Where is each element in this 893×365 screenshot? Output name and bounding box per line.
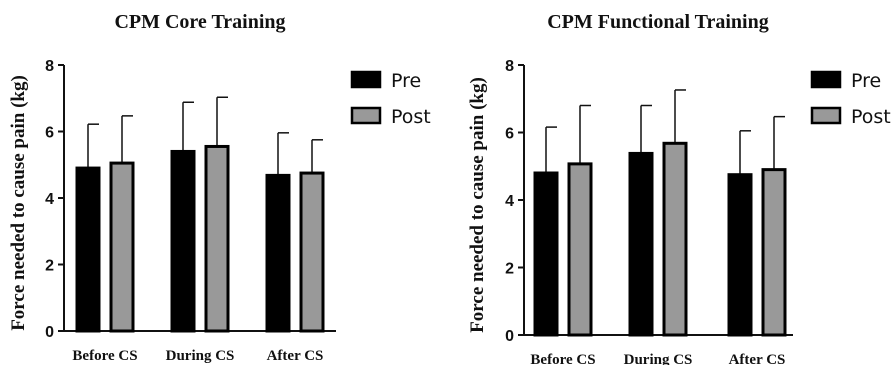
y-tick-label: 8 xyxy=(45,58,54,75)
bar-pre-1 xyxy=(75,166,101,333)
chart-panel-2: CPM Functional Training Force needed to c… xyxy=(467,11,891,365)
y-tick-label: 0 xyxy=(45,324,54,341)
y-tick-label: 4 xyxy=(505,193,514,210)
legend-swatch-post xyxy=(350,106,382,125)
bar-post-3 xyxy=(761,168,787,337)
legend: Pre Post xyxy=(350,70,431,128)
y-axis-label: Force needed to cause pain (kg) xyxy=(8,75,29,331)
category-label: During CS xyxy=(624,352,693,365)
bar-pre-1 xyxy=(533,171,559,337)
legend-swatch-post xyxy=(810,106,842,125)
bar-post-3 xyxy=(299,171,325,333)
y-tick-label: 2 xyxy=(505,261,514,278)
bar-post-2 xyxy=(204,144,230,333)
category-label: After CS xyxy=(267,348,324,364)
y-tick-label: 6 xyxy=(45,125,54,142)
bar-post-1 xyxy=(567,162,593,337)
legend-swatch-pre xyxy=(350,70,382,89)
y-axis-label: Force needed to cause pain (kg) xyxy=(467,77,488,333)
legend-label-post: Post xyxy=(851,106,891,128)
bar-post-2 xyxy=(662,141,688,337)
legend: Pre Post xyxy=(810,70,891,128)
y-tick-label: 6 xyxy=(505,126,514,143)
chart-title: CPM Core Training xyxy=(114,11,285,33)
bar-pre-3 xyxy=(265,173,291,333)
legend-label-pre: Pre xyxy=(851,70,881,92)
y-tick-label: 0 xyxy=(505,328,514,345)
category-label: Before CS xyxy=(72,348,137,364)
category-label: After CS xyxy=(729,352,786,365)
category-label: Before CS xyxy=(530,352,595,365)
y-tick-label: 2 xyxy=(45,258,54,275)
legend-label-post: Post xyxy=(391,106,431,128)
bar-pre-2 xyxy=(170,149,196,333)
y-tick-label: 4 xyxy=(45,191,54,208)
category-label: During CS xyxy=(166,348,235,364)
bar-post-1 xyxy=(109,161,135,333)
bar-pre-3 xyxy=(727,173,753,337)
chart-title: CPM Functional Training xyxy=(547,11,769,33)
legend-label-pre: Pre xyxy=(391,70,421,92)
bar-pre-2 xyxy=(628,151,654,337)
legend-swatch-pre xyxy=(810,70,842,89)
chart-panel-1: CPM Core Training Force needed to cause p… xyxy=(8,11,431,364)
y-tick-label: 8 xyxy=(505,58,514,75)
